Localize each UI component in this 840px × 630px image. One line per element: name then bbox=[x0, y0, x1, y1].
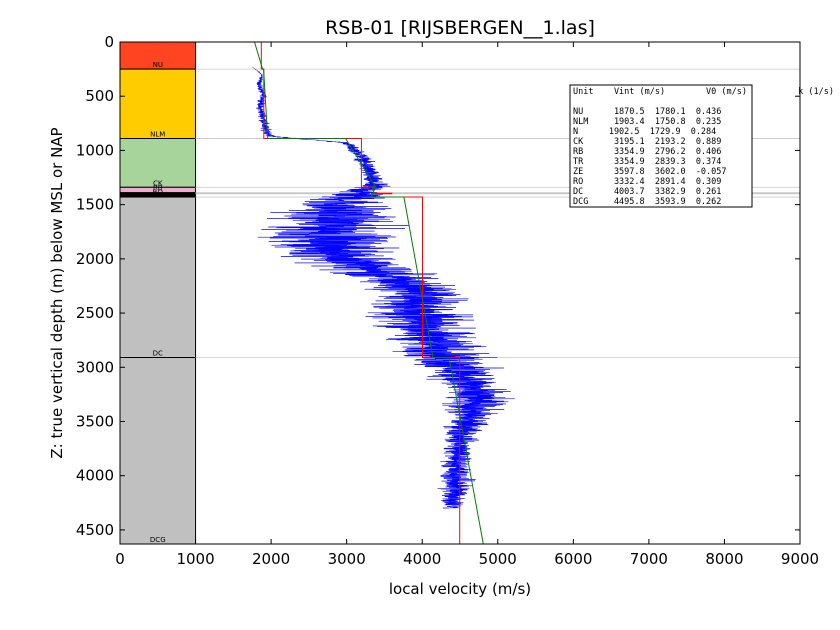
unit-dc bbox=[119, 196, 197, 359]
y-tick-label: 2000 bbox=[76, 250, 114, 268]
unit-ck bbox=[119, 137, 197, 188]
y-tick-label: 4500 bbox=[76, 521, 114, 539]
v0-k-model-line bbox=[254, 41, 484, 545]
legend-row: TR 3354.9 2839.3 0.374 bbox=[573, 157, 721, 167]
velocity-log bbox=[252, 66, 515, 509]
x-axis: 0 1000 2000 3000 4000 5000 6000 7000 8000 9000 bbox=[115, 42, 819, 568]
interval-velocity-line bbox=[260, 42, 461, 544]
y-axis: 0 500 1000 1500 2000 2500 3000 3500 4000 4500 bbox=[76, 33, 800, 539]
legend: Unit Vint (m/s) V0 (m/s) k (1/s) NU 1870.… bbox=[569, 84, 834, 208]
y-axis-label: Z: true vertical depth (m) below MSL or … bbox=[48, 127, 66, 458]
legend-box bbox=[569, 84, 753, 208]
unit-label-ro: RO bbox=[153, 189, 164, 197]
legend-row: DC 4003.7 3382.9 0.261 bbox=[573, 187, 721, 197]
x-tick-label: 0 bbox=[115, 550, 125, 568]
y-tick-label: 3000 bbox=[76, 358, 114, 376]
unit-label-dcg: DCG bbox=[150, 536, 166, 544]
y-tick-label: 1000 bbox=[76, 141, 114, 159]
y-tick-label: 4000 bbox=[76, 467, 114, 485]
x-tick-label: 1000 bbox=[176, 550, 214, 568]
y-tick-label: 2500 bbox=[76, 304, 114, 322]
unit-dcg bbox=[119, 357, 197, 545]
x-tick-label: 4000 bbox=[403, 550, 441, 568]
x-tick-label: 8000 bbox=[705, 550, 743, 568]
unit-label-ck: CK bbox=[153, 179, 163, 187]
legend-row: RB 3354.9 2796.2 0.406 bbox=[573, 147, 721, 157]
unit-label-nu: NU bbox=[153, 61, 163, 69]
unit-label-dc: DC bbox=[153, 350, 163, 358]
x-tick-label: 2000 bbox=[252, 550, 290, 568]
y-tick-label: 3500 bbox=[76, 412, 114, 430]
unit-nlm bbox=[119, 68, 197, 139]
x-tick-label: 5000 bbox=[479, 550, 517, 568]
y-tick-label: 1500 bbox=[76, 196, 114, 214]
y-tick-label: 0 bbox=[104, 33, 114, 51]
legend-row: NLM 1903.4 1750.8 0.235 bbox=[573, 117, 721, 127]
series-lines bbox=[254, 41, 484, 545]
legend-row: N 1902.5 1729.9 0.284 bbox=[573, 127, 716, 137]
legend-row: CK 3195.1 2193.2 0.889 bbox=[573, 137, 721, 147]
legend-row: RO 3332.4 2891.4 0.309 bbox=[573, 177, 721, 187]
chart-title: RSB-01 [RIJSBERGEN__1.las] bbox=[325, 17, 595, 39]
x-tick-label: 7000 bbox=[630, 550, 668, 568]
x-tick-label: 3000 bbox=[328, 550, 366, 568]
x-axis-label: local velocity (m/s) bbox=[389, 580, 531, 598]
legend-row: NU 1870.5 1780.1 0.436 bbox=[573, 107, 721, 117]
velocity-log-line bbox=[252, 66, 515, 509]
y-tick-label: 500 bbox=[85, 87, 114, 105]
plot-frame bbox=[119, 41, 801, 545]
x-tick-label: 9000 bbox=[781, 550, 819, 568]
unit-label-rb: RB bbox=[153, 184, 163, 192]
legend-row: DCG 4495.8 3593.9 0.262 bbox=[573, 197, 721, 207]
legend-header: Unit Vint (m/s) V0 (m/s) k (1/s) bbox=[573, 87, 834, 97]
unit-label-nlm: NLM bbox=[150, 130, 165, 138]
legend-row: ZE 3597.8 3602.0 -0.057 bbox=[573, 167, 727, 177]
x-tick-label: 6000 bbox=[554, 550, 592, 568]
